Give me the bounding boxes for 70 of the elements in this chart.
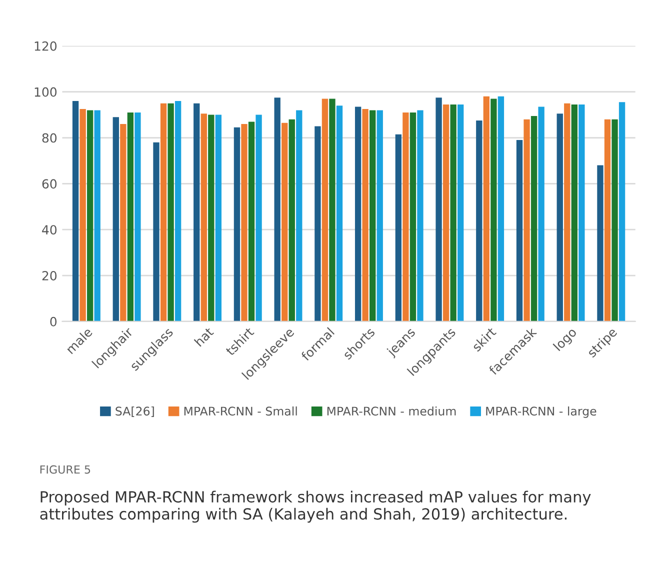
bar: [556, 114, 563, 322]
bar: [127, 112, 134, 322]
bar: [314, 126, 321, 322]
bar: [530, 116, 538, 322]
bar: [208, 114, 214, 322]
bar: [80, 109, 86, 322]
legend-label: MPAR-RCNN - Small: [184, 406, 297, 416]
bar: [282, 122, 288, 322]
bar: [153, 142, 160, 322]
bar: [134, 112, 141, 322]
bar: [256, 114, 262, 322]
bar: [597, 165, 604, 322]
bar: [490, 98, 497, 322]
y-tick-label: 80: [42, 133, 57, 143]
y-tick-label: 40: [42, 225, 57, 235]
bar: [578, 104, 585, 322]
legend-label: SA[26]: [116, 406, 154, 417]
bar: [94, 110, 100, 322]
bar: [329, 98, 336, 322]
bar: [450, 104, 456, 322]
bar: [336, 106, 343, 322]
bar: [72, 101, 79, 322]
bar: [612, 119, 618, 322]
bar: [524, 119, 530, 322]
bar: [516, 140, 523, 322]
bar: [174, 101, 182, 322]
y-tick-label: 120: [34, 41, 57, 51]
bar: [571, 104, 578, 322]
bar: [483, 96, 490, 322]
legend-label: MPAR-RCNN - medium: [327, 406, 456, 416]
bar: [564, 103, 570, 322]
bar: [194, 103, 200, 322]
bar: [362, 109, 368, 322]
bar: [458, 104, 464, 322]
bar: [234, 127, 240, 322]
bar: [322, 98, 328, 322]
text: Proposed MPAR-RCNN framework shows increased mAP values for many attributes comparing with SA (Kalayeh and Shah, 2019) architecture.: [40, 490, 591, 523]
bar: [604, 119, 611, 322]
bar: [436, 98, 442, 322]
y-tick-label: 0: [50, 316, 57, 326]
bar: [200, 114, 207, 322]
y-tick-label: 20: [42, 270, 57, 280]
bar: [160, 103, 167, 322]
bar: [168, 103, 174, 322]
legend-label: MPAR-RCNN - large: [486, 406, 596, 418]
bar: [402, 112, 409, 322]
bar: [248, 122, 255, 322]
bar: [120, 124, 126, 322]
bar: [112, 117, 119, 322]
bar: [354, 106, 362, 322]
bar: [618, 102, 626, 322]
x-tick-label: hat: [194, 326, 214, 347]
bar: [86, 110, 94, 322]
bar: [538, 106, 544, 322]
y-tick-label: 60: [42, 179, 57, 189]
bar: [417, 110, 424, 322]
bar: [274, 98, 280, 322]
bar: [288, 119, 295, 322]
caption: FIGURE 5: [40, 465, 90, 474]
bar: [376, 110, 383, 322]
bar: [410, 112, 416, 322]
bar: [215, 114, 222, 322]
bar: [296, 110, 302, 322]
bar: [442, 104, 450, 322]
bar: [370, 110, 376, 322]
bar: [498, 96, 504, 322]
bar: [241, 124, 248, 322]
bar: [395, 134, 402, 322]
bar: [476, 120, 482, 322]
y-tick-label: 100: [34, 87, 57, 97]
